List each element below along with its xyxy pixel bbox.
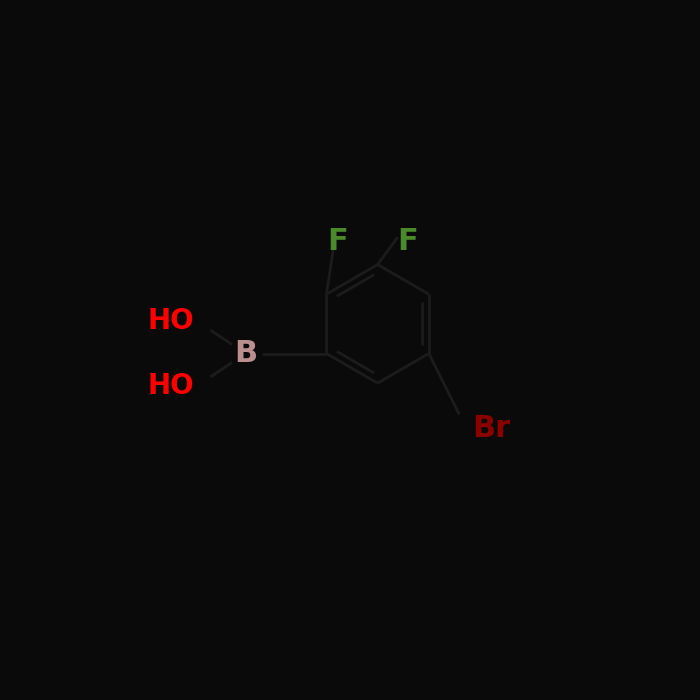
Text: HO: HO — [148, 372, 195, 400]
Text: Br: Br — [472, 414, 510, 444]
Text: F: F — [327, 227, 348, 256]
Text: HO: HO — [148, 307, 195, 335]
Text: B: B — [234, 339, 257, 368]
Text: F: F — [397, 227, 418, 256]
